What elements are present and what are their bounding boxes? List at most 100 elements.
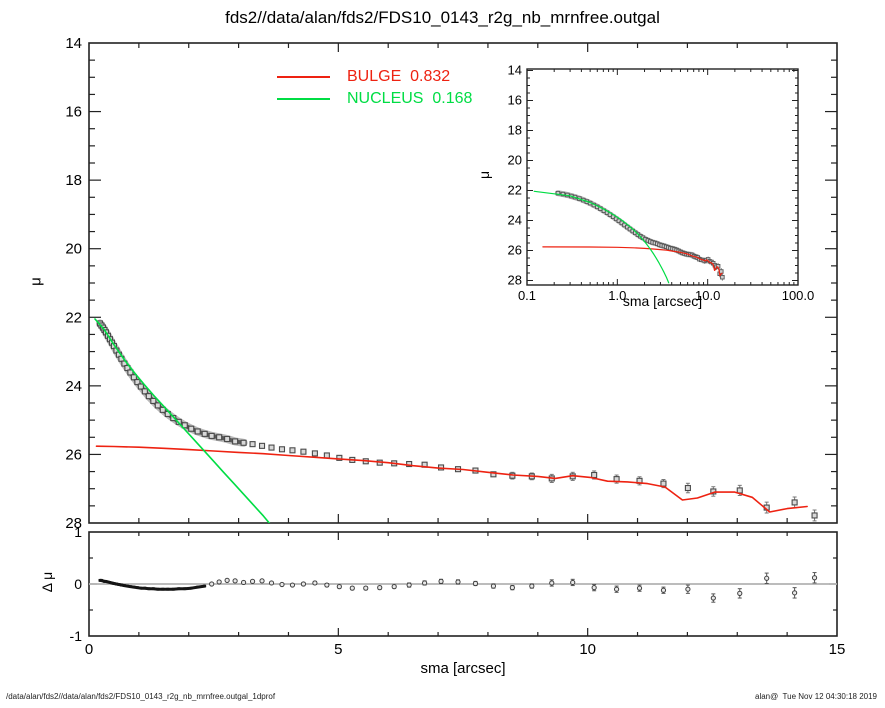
data-point-square bbox=[591, 471, 598, 479]
residual-point bbox=[792, 590, 798, 596]
residual-point bbox=[209, 581, 215, 587]
data-profile-points bbox=[96, 319, 818, 522]
tick-label: 20 bbox=[508, 153, 522, 168]
inset-plot-axes: 14 16 18 20 22 24 26 280.1 1.0 10.0 100.0 bbox=[508, 63, 815, 304]
main-plot-axes: 14 16 18 20 22 24 26 28 bbox=[65, 35, 838, 532]
data-point-square bbox=[684, 484, 691, 492]
tick-label: 16 bbox=[508, 93, 522, 108]
residual-point bbox=[106, 580, 110, 584]
inset-data-point bbox=[555, 190, 561, 196]
residual-point bbox=[289, 582, 296, 588]
main-y-axis-label: μ bbox=[27, 277, 45, 286]
tick-label: 5 bbox=[334, 641, 342, 658]
data-point-square bbox=[181, 422, 188, 429]
inset-y-axis-label: μ bbox=[476, 170, 492, 180]
residual-point bbox=[268, 580, 275, 586]
residual-point bbox=[811, 575, 818, 581]
tick-label: 26 bbox=[508, 243, 522, 258]
tick-label: 28 bbox=[65, 515, 82, 532]
residual-point bbox=[300, 581, 307, 587]
residual-point bbox=[636, 585, 643, 591]
data-point-square bbox=[188, 425, 195, 432]
residual-point bbox=[438, 578, 444, 585]
residual-point bbox=[196, 585, 200, 589]
residual-y-axis-label: Δ μ bbox=[39, 571, 55, 593]
footer-file-path: /data/alan/fds2//data/alan/fds2/FDS10_01… bbox=[6, 692, 276, 701]
residual-point bbox=[139, 586, 143, 590]
tick-label: 20 bbox=[65, 241, 82, 258]
tick-label: 15 bbox=[829, 641, 846, 658]
residual-point bbox=[135, 586, 139, 590]
residual-point bbox=[490, 583, 497, 589]
legend: BULGE 0.832 NUCLEUS 0.168 bbox=[277, 66, 472, 110]
residual-point bbox=[613, 586, 620, 592]
data-point-square bbox=[406, 460, 413, 468]
residual-point bbox=[259, 578, 265, 584]
residual-point bbox=[183, 587, 187, 591]
residual-point bbox=[279, 581, 285, 588]
data-point-square bbox=[300, 448, 307, 455]
data-point-square bbox=[490, 471, 497, 478]
tick-label: 22 bbox=[508, 183, 522, 198]
residual-point bbox=[249, 578, 256, 585]
tick-label: 24 bbox=[508, 213, 522, 228]
tick-label: 14 bbox=[65, 35, 82, 52]
data-point-square bbox=[224, 435, 231, 443]
tick-label: 100.0 bbox=[782, 288, 815, 303]
residual-point bbox=[123, 584, 126, 587]
tick-label: 0 bbox=[85, 641, 93, 658]
data-point-square bbox=[249, 441, 256, 448]
residual-point bbox=[115, 582, 118, 586]
residual-point bbox=[422, 580, 428, 586]
nucleus-model-line bbox=[94, 318, 271, 523]
plot-title: fds2//data/alan/fds2/FDS10_0143_r2g_nb_m… bbox=[225, 8, 660, 27]
residual-point bbox=[147, 587, 151, 591]
inset-x-axis-label: sma [arcsec] bbox=[622, 293, 703, 309]
tick-label: 18 bbox=[508, 123, 522, 138]
tick-label: 10.0 bbox=[695, 288, 720, 303]
tick-label: 10 bbox=[579, 641, 596, 658]
residual-point bbox=[312, 580, 318, 586]
data-point-square bbox=[278, 446, 286, 453]
data-point-square bbox=[811, 512, 818, 519]
tick-label: 18 bbox=[65, 172, 82, 189]
data-point-square bbox=[145, 393, 152, 400]
inset-data-point bbox=[720, 274, 725, 280]
residual-point bbox=[224, 577, 230, 583]
data-point-square bbox=[336, 454, 343, 461]
data-point-square bbox=[240, 439, 247, 446]
residual-point bbox=[336, 584, 342, 590]
legend-row-bulge: BULGE 0.832 bbox=[277, 66, 472, 88]
tick-label: 0.1 bbox=[518, 288, 536, 303]
data-point-square bbox=[311, 450, 318, 457]
data-point-square bbox=[258, 442, 266, 449]
residual-point bbox=[391, 584, 397, 590]
residual-point bbox=[570, 579, 576, 586]
residual-point bbox=[509, 585, 515, 591]
residual-point bbox=[529, 583, 535, 589]
residual-point bbox=[112, 582, 116, 585]
data-point-square bbox=[130, 374, 137, 381]
data-point-square bbox=[216, 434, 223, 441]
residual-point bbox=[591, 585, 597, 591]
residual-point bbox=[108, 581, 112, 584]
x-axis-label: sma [arcsec] bbox=[420, 660, 506, 677]
residual-point bbox=[363, 585, 369, 591]
residual-point bbox=[710, 595, 716, 601]
tick-label: 1 bbox=[74, 524, 82, 540]
residual-point bbox=[132, 585, 136, 589]
residual-point bbox=[324, 582, 330, 588]
residual-point bbox=[143, 586, 147, 590]
residual-point bbox=[128, 585, 132, 588]
residual-point bbox=[110, 581, 114, 585]
legend-bulge-label: BULGE 0.832 bbox=[347, 68, 451, 85]
tick-label: 26 bbox=[65, 446, 82, 463]
residual-point bbox=[455, 579, 461, 585]
inset-series bbox=[533, 190, 725, 284]
data-point-square bbox=[141, 388, 148, 395]
data-point-square bbox=[201, 430, 208, 437]
data-point-square bbox=[208, 432, 215, 439]
data-point-square bbox=[159, 406, 166, 413]
data-point-square bbox=[268, 444, 275, 451]
